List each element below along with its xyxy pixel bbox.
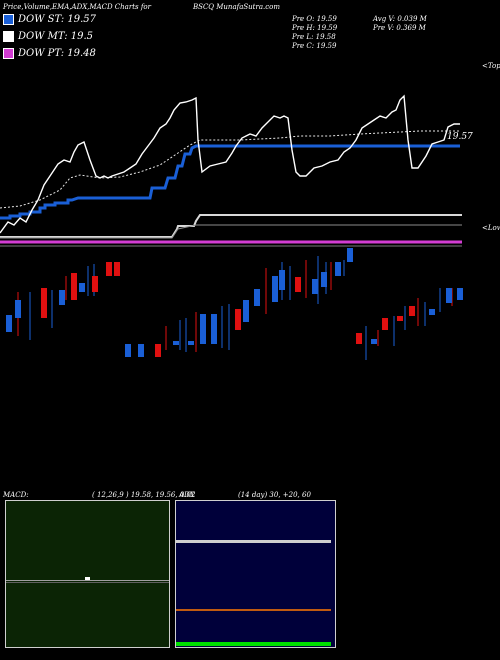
price-volume-chart xyxy=(0,94,463,360)
volume-bar xyxy=(15,300,21,318)
price-level-label: 19.57 xyxy=(447,132,473,142)
volume-bar xyxy=(235,309,241,330)
adx-title: ADX xyxy=(179,491,195,499)
macd-zero-line xyxy=(6,582,169,583)
volume-bar xyxy=(295,277,301,292)
macd-panel xyxy=(5,500,170,648)
stat-pre-open: Pre O: 19.59 xyxy=(292,15,337,23)
volume-bar xyxy=(188,341,194,345)
chart-header-title: Price,Volume,EMA,ADX,MACD Charts for xyxy=(3,3,151,11)
macd-title: MACD: xyxy=(3,491,29,499)
volume-bars xyxy=(6,248,463,360)
adx-line-white xyxy=(176,540,331,543)
adx-params: (14 day) 30, +20, 60 xyxy=(238,491,311,499)
dow-st-line xyxy=(0,144,460,220)
legend-label-dow-mt: DOW MT: 19.5 xyxy=(18,30,94,42)
stat-pre-close: Pre C: 19.59 xyxy=(292,42,337,50)
volume-bar xyxy=(106,262,112,276)
volume-bar xyxy=(371,339,377,344)
dow-mt-line xyxy=(0,214,462,238)
volume-bar xyxy=(211,314,217,344)
legend-swatch-dow-pt xyxy=(3,47,14,59)
legend-label-dow-pt: DOW PT: 19.48 xyxy=(18,47,96,59)
volume-bar xyxy=(279,270,285,290)
stat-pre-low: Pre L: 19.58 xyxy=(292,33,336,41)
volume-bar xyxy=(92,276,98,292)
adx-line-orange xyxy=(176,609,331,611)
volume-bar xyxy=(138,344,144,357)
volume-bar xyxy=(71,273,77,300)
legend-dow-mt: DOW MT: 19.5 xyxy=(3,28,93,44)
volume-bar xyxy=(125,344,131,357)
lower-annotation: <Lowe xyxy=(482,224,500,232)
volume-bar xyxy=(457,288,463,300)
legend-dow-pt: DOW PT: 19.48 xyxy=(3,45,96,61)
volume-bar xyxy=(321,272,327,287)
volume-bar xyxy=(243,300,249,322)
volume-bar xyxy=(114,262,120,276)
volume-bar xyxy=(272,276,278,302)
volume-bar xyxy=(397,316,403,321)
dow-dotted-line xyxy=(0,130,460,209)
volume-bar xyxy=(254,289,260,306)
volume-bar xyxy=(41,288,47,318)
volume-bar xyxy=(173,341,179,345)
stat-avg-volume: Avg V: 0.039 M xyxy=(373,15,427,23)
macd-histogram-bar xyxy=(85,577,90,580)
legend-swatch-dow-mt xyxy=(3,30,14,42)
volume-bar xyxy=(312,279,318,294)
adx-line-green xyxy=(176,642,331,646)
top-annotation: <Tope xyxy=(482,62,500,70)
volume-bar xyxy=(79,283,85,292)
legend-dow-st: DOW ST: 19.57 xyxy=(3,11,96,27)
volume-bar xyxy=(409,306,415,316)
macd-params: ( 12,26,9 ) 19.58, 19.56, 0.02 xyxy=(92,491,196,499)
symbol-site-label: BSCQ MunafaSutra.com xyxy=(193,3,281,11)
legend-swatch-dow-st xyxy=(3,13,14,25)
volume-bar xyxy=(382,318,388,330)
macd-signal-line xyxy=(6,580,169,581)
adx-panel xyxy=(175,500,336,648)
volume-bar xyxy=(347,248,353,262)
dow-mt-line-lower xyxy=(0,224,462,239)
volume-bar xyxy=(200,314,206,344)
price-line xyxy=(0,94,460,234)
volume-bar xyxy=(356,333,362,344)
stat-pre-high: Pre H: 19.59 xyxy=(292,24,338,32)
volume-bar xyxy=(429,309,435,315)
legend-label-dow-st: DOW ST: 19.57 xyxy=(18,13,97,25)
volume-bar xyxy=(335,262,341,276)
volume-bar xyxy=(6,315,12,332)
stat-pre-volume: Pre V: 0.369 M xyxy=(373,24,426,32)
volume-bar xyxy=(446,288,452,303)
volume-bar xyxy=(59,290,65,305)
volume-bar xyxy=(155,344,161,357)
